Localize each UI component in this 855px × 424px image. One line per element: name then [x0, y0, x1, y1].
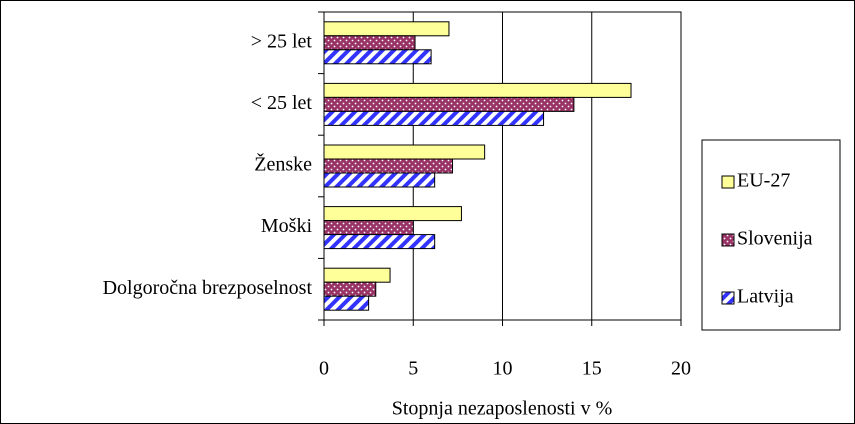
legend-label: Latvija	[737, 286, 794, 308]
legend-swatch	[721, 175, 735, 189]
y-tick-label: > 25 let	[251, 30, 313, 52]
y-tick-label: Dolgoročna brezposelnost	[103, 277, 313, 299]
y-tick-label: Moški	[261, 215, 313, 237]
bar	[323, 158, 454, 174]
x-tick-label: 0	[319, 358, 329, 380]
bar	[323, 281, 377, 297]
x-tick-label: 20	[671, 358, 691, 380]
legend-label: Slovenija	[737, 228, 813, 250]
bar	[323, 35, 416, 51]
bar	[323, 49, 432, 65]
y-tick-label: Ženske	[254, 153, 312, 176]
legend-swatch	[721, 233, 735, 247]
bar	[323, 295, 370, 311]
y-tick-label: < 25 let	[251, 92, 313, 114]
x-tick-label: 5	[408, 358, 418, 380]
bar	[323, 110, 545, 126]
bar	[323, 172, 436, 188]
bar	[323, 220, 414, 236]
legend-label: EU-27	[737, 170, 790, 192]
x-tick-label: 15	[582, 358, 602, 380]
x-axis-title: Stopnja nezaposlenosti v %	[392, 398, 613, 420]
bar	[323, 21, 450, 37]
legend-swatch	[721, 291, 735, 305]
bar	[323, 206, 462, 222]
bar	[323, 96, 575, 112]
bar	[323, 144, 486, 160]
x-tick-label: 10	[493, 358, 513, 380]
bar	[323, 234, 436, 250]
bar	[323, 82, 632, 98]
bar	[323, 267, 391, 283]
